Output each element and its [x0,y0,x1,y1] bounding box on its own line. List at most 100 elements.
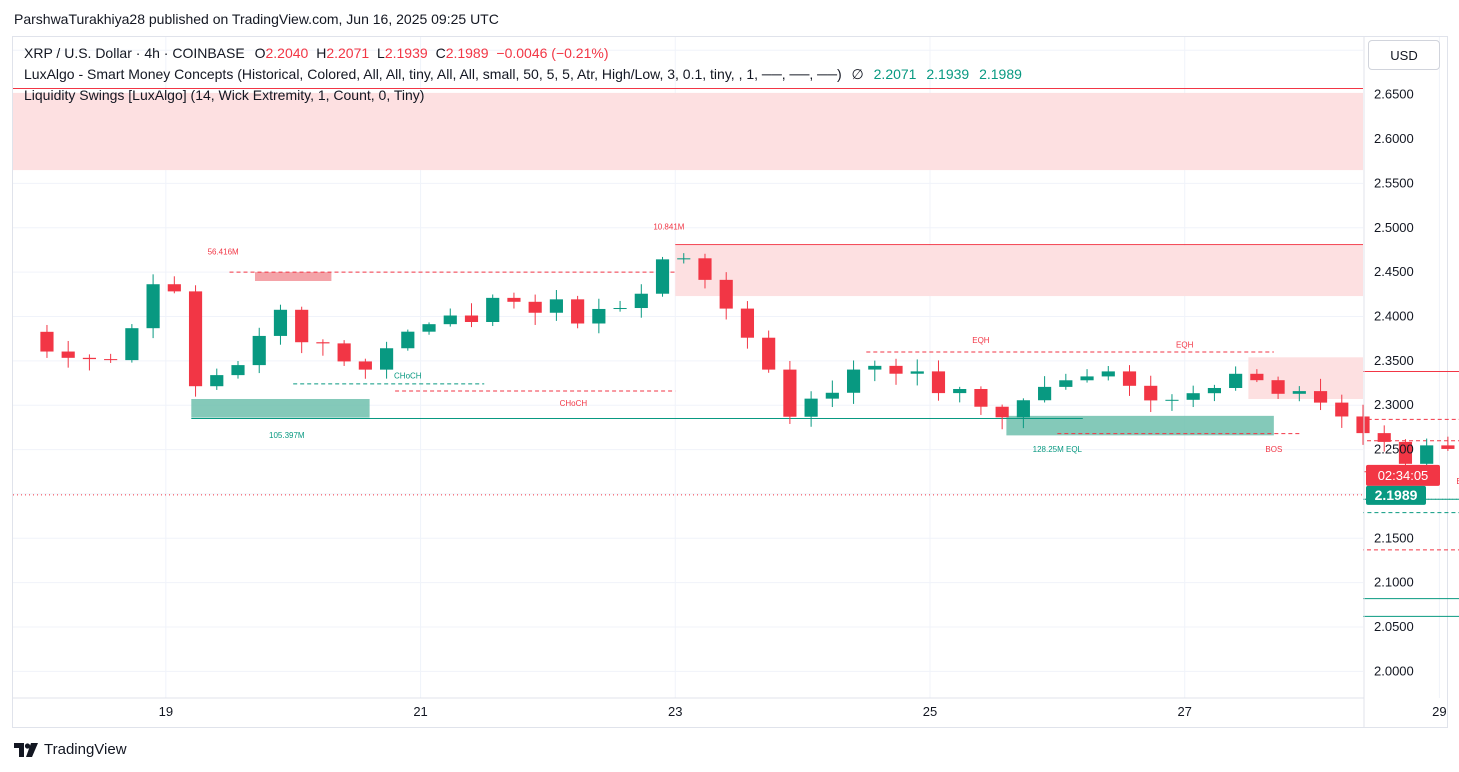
candle [1186,385,1200,408]
candle-body [698,258,712,280]
candle-body [401,331,415,349]
candle [380,341,394,379]
candle-body [210,375,224,387]
candle [571,295,585,329]
candle [443,308,457,327]
candle-body [167,284,181,292]
tradingview-logo-icon [14,742,38,757]
candle-body [677,258,691,260]
candle [486,294,500,327]
candle-body [231,365,245,376]
y-tick-label: 2.4500 [1374,264,1414,279]
candle [273,304,288,345]
chart-frame [12,36,1448,728]
candles [40,253,1455,476]
annotation-label: 128.25M EQL [1033,445,1083,454]
candle [188,285,203,397]
y-tick-label: 2.6500 [1374,87,1414,102]
candle [252,327,266,374]
legend-open-value: 2.2040 [265,45,309,61]
candle-body [61,351,75,358]
legend-low-label: L [377,45,385,61]
y-tick-label: 2.1000 [1374,575,1414,590]
candle-body [1335,402,1349,417]
candle-body [571,299,585,324]
candle [1229,366,1243,391]
y-tick-label: 2.1500 [1374,530,1414,545]
x-tick-label: 25 [923,704,937,719]
legend-high-label: H [316,45,327,61]
candle [974,386,988,415]
zone-supply_solid [254,272,332,281]
candle-body [1016,400,1030,418]
candle-body [889,365,903,374]
candle [910,359,924,386]
candle [1250,369,1264,383]
candle-body [719,279,733,309]
candle [1144,375,1158,413]
candle [1398,439,1413,468]
currency-button[interactable]: USD [1368,40,1440,70]
candle-body [825,392,839,399]
candle-body [316,342,330,344]
candle-body [380,348,394,370]
candle-body [1059,380,1073,387]
candle-body [613,308,627,310]
candle [231,360,245,379]
legend-indicator-liquidity[interactable]: Liquidity Swings [LuxAlgo] (14, Wick Ext… [24,87,424,103]
candle-body [910,371,924,374]
candle-body [592,308,606,324]
candle-body [528,301,542,313]
candle-body [868,365,882,370]
candle [1101,365,1115,381]
annotation-label: 10.841M [653,223,684,232]
candle-body [1207,387,1221,394]
candle-body [1038,386,1052,401]
candle [1207,384,1221,402]
annotation-label: EQH [1176,341,1194,350]
candle [825,380,839,408]
annotation-label: 105.397M [269,431,305,440]
tradingview-logo[interactable]: TradingView [14,741,127,758]
candle-body [443,315,457,325]
candle-body [1101,371,1115,377]
publisher-line: ParshwaTurakhiya28 published on TradingV… [14,11,499,27]
candle-body [486,297,500,322]
annotation-label: CHoCH [394,372,422,381]
x-tick-label: 23 [668,704,682,719]
candle [316,339,330,356]
candle-body [953,389,967,394]
candle [592,298,606,334]
candle-body [1398,441,1413,464]
candle-body [549,299,563,313]
candle-body [1271,380,1285,394]
candle [804,391,818,427]
candle [507,292,521,309]
candle [337,340,351,366]
candle-body [464,315,479,322]
candle-body [931,371,946,394]
y-tick-label: 2.5000 [1374,220,1414,235]
countdown-label: 02:34:05 [1378,468,1429,483]
candle-body [146,284,160,329]
candle [146,274,160,339]
y-tick-label: 2.3500 [1374,353,1414,368]
candle-body [1377,433,1391,442]
candle [846,360,861,404]
candle-body [1441,445,1455,449]
indicator-smc-value: 2.2071 [873,66,917,82]
candle [125,324,139,363]
legend-symbol-line[interactable]: XRP / U.S. Dollar · 4h · COINBASE O2.204… [24,45,609,61]
candle-body [358,361,372,370]
candle-body [1356,416,1370,434]
candle-body [974,389,988,407]
candle-body [273,309,288,336]
x-tick-label: 21 [413,704,427,719]
candle-body [655,259,670,294]
legend-indicator-smc[interactable]: LuxAlgo - Smart Money Concepts (Historic… [24,66,1022,83]
candle-body [125,328,139,361]
candle [1080,369,1094,383]
last-price-label: 2.1989 [1375,487,1418,503]
candle-body [1250,373,1264,381]
